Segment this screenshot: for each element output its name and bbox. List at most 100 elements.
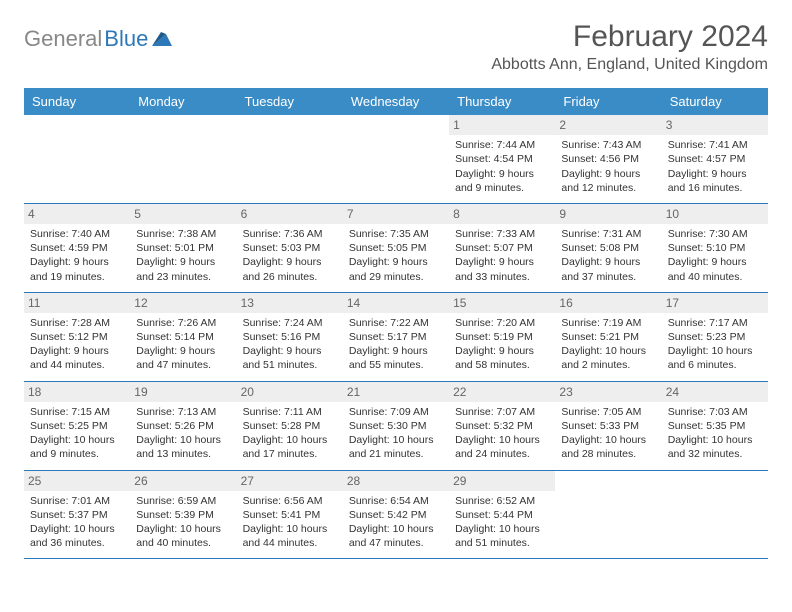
daylight-text: Daylight: 9 hours and 19 minutes. <box>30 255 124 283</box>
daylight-text: Daylight: 9 hours and 44 minutes. <box>30 344 124 372</box>
weekday-header: Sunday <box>24 88 130 115</box>
day-number: 22 <box>449 382 555 402</box>
calendar-head: SundayMondayTuesdayWednesdayThursdayFrid… <box>24 88 768 115</box>
day-number: 5 <box>130 204 236 224</box>
day-number: 27 <box>237 471 343 491</box>
sunset-text: Sunset: 5:12 PM <box>30 330 124 344</box>
day-number: 29 <box>449 471 555 491</box>
calendar-day-cell: 14Sunrise: 7:22 AMSunset: 5:17 PMDayligh… <box>343 292 449 381</box>
sunrise-text: Sunrise: 7:03 AM <box>668 405 762 419</box>
month-title: February 2024 <box>491 20 768 54</box>
sunset-text: Sunset: 5:01 PM <box>136 241 230 255</box>
sunrise-text: Sunrise: 7:01 AM <box>30 494 124 508</box>
daylight-text: Daylight: 9 hours and 12 minutes. <box>561 167 655 195</box>
sunrise-text: Sunrise: 7:38 AM <box>136 227 230 241</box>
weekday-header: Monday <box>130 88 236 115</box>
sunset-text: Sunset: 5:16 PM <box>243 330 337 344</box>
calendar-day-cell <box>662 470 768 559</box>
day-number: 13 <box>237 293 343 313</box>
weekday-header: Wednesday <box>343 88 449 115</box>
sunset-text: Sunset: 5:08 PM <box>561 241 655 255</box>
day-number: 16 <box>555 293 661 313</box>
calendar-day-cell: 10Sunrise: 7:30 AMSunset: 5:10 PMDayligh… <box>662 203 768 292</box>
calendar-day-cell: 26Sunrise: 6:59 AMSunset: 5:39 PMDayligh… <box>130 470 236 559</box>
day-number: 18 <box>24 382 130 402</box>
sunset-text: Sunset: 5:10 PM <box>668 241 762 255</box>
sunset-text: Sunset: 5:28 PM <box>243 419 337 433</box>
day-number: 2 <box>555 115 661 135</box>
logo-icon <box>152 28 172 51</box>
weekday-header: Friday <box>555 88 661 115</box>
calendar-week-row: 4Sunrise: 7:40 AMSunset: 4:59 PMDaylight… <box>24 203 768 292</box>
sunrise-text: Sunrise: 7:09 AM <box>349 405 443 419</box>
sunrise-text: Sunrise: 7:11 AM <box>243 405 337 419</box>
calendar-day-cell: 22Sunrise: 7:07 AMSunset: 5:32 PMDayligh… <box>449 381 555 470</box>
sunrise-text: Sunrise: 7:43 AM <box>561 138 655 152</box>
sunrise-text: Sunrise: 7:30 AM <box>668 227 762 241</box>
daylight-text: Daylight: 10 hours and 21 minutes. <box>349 433 443 461</box>
sunset-text: Sunset: 5:25 PM <box>30 419 124 433</box>
sunrise-text: Sunrise: 6:59 AM <box>136 494 230 508</box>
calendar-day-cell: 2 Sunrise: 7:43 AMSunset: 4:56 PMDaylight… <box>555 115 661 203</box>
daylight-text: Daylight: 10 hours and 6 minutes. <box>668 344 762 372</box>
day-number: 26 <box>130 471 236 491</box>
logo-text-general: General <box>24 26 102 52</box>
calendar-day-cell <box>237 115 343 203</box>
sunrise-text: Sunrise: 6:54 AM <box>349 494 443 508</box>
sunrise-text: Sunrise: 7:19 AM <box>561 316 655 330</box>
calendar-day-cell: 4Sunrise: 7:40 AMSunset: 4:59 PMDaylight… <box>24 203 130 292</box>
day-number: 4 <box>24 204 130 224</box>
daylight-text: Daylight: 9 hours and 29 minutes. <box>349 255 443 283</box>
sunset-text: Sunset: 5:42 PM <box>349 508 443 522</box>
sunset-text: Sunset: 4:57 PM <box>668 152 762 166</box>
calendar-day-cell: 7Sunrise: 7:35 AMSunset: 5:05 PMDaylight… <box>343 203 449 292</box>
day-number: 21 <box>343 382 449 402</box>
sunset-text: Sunset: 4:56 PM <box>561 152 655 166</box>
day-number: 3 <box>662 115 768 135</box>
sunrise-text: Sunrise: 7:41 AM <box>668 138 762 152</box>
daylight-text: Daylight: 10 hours and 44 minutes. <box>243 522 337 550</box>
sunset-text: Sunset: 5:23 PM <box>668 330 762 344</box>
calendar-day-cell: 25Sunrise: 7:01 AMSunset: 5:37 PMDayligh… <box>24 470 130 559</box>
sunrise-text: Sunrise: 7:24 AM <box>243 316 337 330</box>
calendar-day-cell: 29Sunrise: 6:52 AMSunset: 5:44 PMDayligh… <box>449 470 555 559</box>
sunrise-text: Sunrise: 7:07 AM <box>455 405 549 419</box>
daylight-text: Daylight: 10 hours and 51 minutes. <box>455 522 549 550</box>
sunset-text: Sunset: 5:37 PM <box>30 508 124 522</box>
calendar-table: SundayMondayTuesdayWednesdayThursdayFrid… <box>24 88 768 559</box>
sunset-text: Sunset: 5:41 PM <box>243 508 337 522</box>
calendar-day-cell <box>24 115 130 203</box>
daylight-text: Daylight: 10 hours and 28 minutes. <box>561 433 655 461</box>
day-number: 15 <box>449 293 555 313</box>
calendar-day-cell: 20Sunrise: 7:11 AMSunset: 5:28 PMDayligh… <box>237 381 343 470</box>
calendar-day-cell: 21 Sunrise: 7:09 AMSunset: 5:30 PMDayligh… <box>343 381 449 470</box>
calendar-day-cell: 6Sunrise: 7:36 AMSunset: 5:03 PMDaylight… <box>237 203 343 292</box>
sunrise-text: Sunrise: 7:36 AM <box>243 227 337 241</box>
day-number: 19 <box>130 382 236 402</box>
sunset-text: Sunset: 5:19 PM <box>455 330 549 344</box>
daylight-text: Daylight: 10 hours and 17 minutes. <box>243 433 337 461</box>
daylight-text: Daylight: 9 hours and 37 minutes. <box>561 255 655 283</box>
calendar-day-cell: 12Sunrise: 7:26 AMSunset: 5:14 PMDayligh… <box>130 292 236 381</box>
calendar-day-cell: 27Sunrise: 6:56 AMSunset: 5:41 PMDayligh… <box>237 470 343 559</box>
calendar-day-cell: 16Sunrise: 7:19 AMSunset: 5:21 PMDayligh… <box>555 292 661 381</box>
calendar-day-cell: 24Sunrise: 7:03 AMSunset: 5:35 PMDayligh… <box>662 381 768 470</box>
calendar-day-cell <box>555 470 661 559</box>
calendar-day-cell: 17Sunrise: 7:17 AMSunset: 5:23 PMDayligh… <box>662 292 768 381</box>
daylight-text: Daylight: 9 hours and 58 minutes. <box>455 344 549 372</box>
daylight-text: Daylight: 9 hours and 33 minutes. <box>455 255 549 283</box>
calendar-week-row: 11Sunrise: 7:28 AMSunset: 5:12 PMDayligh… <box>24 292 768 381</box>
sunrise-text: Sunrise: 7:17 AM <box>668 316 762 330</box>
calendar-day-cell: 1Sunrise: 7:44 AMSunset: 4:54 PMDaylight… <box>449 115 555 203</box>
calendar-day-cell <box>343 115 449 203</box>
calendar-day-cell: 5Sunrise: 7:38 AMSunset: 5:01 PMDaylight… <box>130 203 236 292</box>
calendar-day-cell <box>130 115 236 203</box>
weekday-header: Saturday <box>662 88 768 115</box>
calendar-day-cell: 11Sunrise: 7:28 AMSunset: 5:12 PMDayligh… <box>24 292 130 381</box>
day-number: 1 <box>449 115 555 135</box>
sunrise-text: Sunrise: 7:20 AM <box>455 316 549 330</box>
sunset-text: Sunset: 5:30 PM <box>349 419 443 433</box>
sunrise-text: Sunrise: 7:05 AM <box>561 405 655 419</box>
sunset-text: Sunset: 4:54 PM <box>455 152 549 166</box>
calendar-week-row: 25Sunrise: 7:01 AMSunset: 5:37 PMDayligh… <box>24 470 768 559</box>
